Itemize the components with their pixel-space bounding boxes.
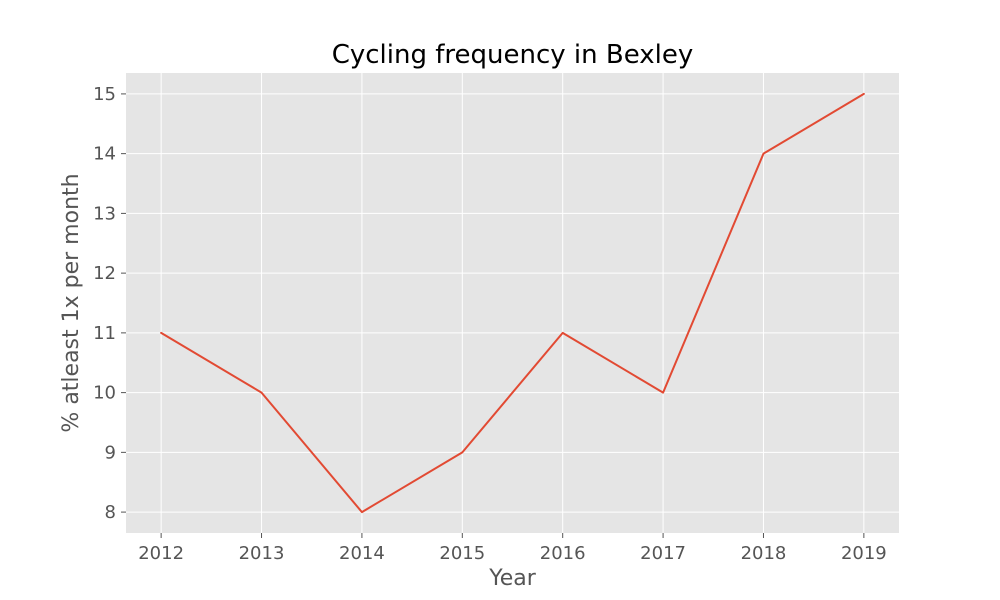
series-line	[160, 92, 865, 514]
y-tick-labels: 8 9 10 11 12 13 14 15	[93, 84, 116, 523]
x-axis-label: Year	[488, 566, 537, 591]
chart-title: Cycling frequency in Bexley	[332, 40, 694, 70]
grid-lines	[121, 73, 899, 538]
x-tick-label: 2019	[841, 543, 887, 564]
x-tick-label: 2018	[741, 543, 787, 564]
y-axis-label: % atleast 1x per month	[59, 173, 84, 432]
x-tick-label: 2012	[138, 543, 184, 564]
y-tick-label: 8	[105, 502, 116, 523]
x-tick-label: 2016	[540, 543, 586, 564]
y-tick-label: 10	[93, 383, 116, 404]
x-tick-labels: 2012 2013 2014 2015 2016 2017 2018 2019	[138, 543, 887, 564]
y-tick-label: 15	[93, 84, 116, 105]
y-tick-label: 12	[93, 263, 116, 284]
y-tick-label: 14	[93, 144, 116, 165]
y-tick-label: 13	[93, 203, 116, 224]
x-tick-label: 2017	[640, 543, 686, 564]
x-tick-label: 2014	[339, 543, 385, 564]
series-layer	[160, 92, 865, 514]
x-tick-label: 2015	[439, 543, 485, 564]
y-tick-label: 11	[93, 323, 116, 344]
y-tick-label: 9	[105, 442, 116, 463]
x-tick-label: 2013	[239, 543, 285, 564]
